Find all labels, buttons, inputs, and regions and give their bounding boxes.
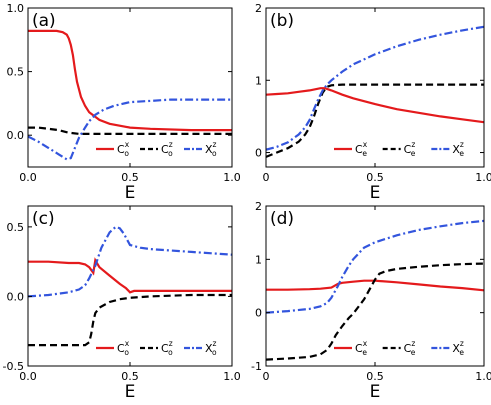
legend: Cx e Cz e Xz e [334, 339, 464, 357]
x-axis-label: E [125, 382, 136, 402]
x-tick-label: 0.5 [366, 370, 384, 383]
y-tick-label: 0 [255, 307, 262, 320]
legend-entry-label: Cz o [161, 140, 173, 158]
panel-a-cx-curve [28, 29, 232, 132]
legend-entry-label: Cx o [117, 339, 130, 357]
panel-label: (b) [270, 11, 294, 31]
y-tick-label: 2 [255, 2, 262, 15]
legend-entry-label: Xz e [452, 140, 464, 158]
y-tick-label: 0.0 [7, 129, 25, 142]
y-tick-label: -0.5 [3, 360, 24, 373]
y-tick-label: -1 [251, 360, 262, 373]
y-tick-label: 0.0 [7, 290, 25, 303]
y-tick-label: 1.0 [7, 2, 25, 15]
y-tick-label: 0.5 [7, 221, 25, 234]
x-tick-label: 0.0 [19, 370, 37, 383]
x-tick-label: 1.0 [223, 171, 241, 184]
legend-entry-label: Cz e [404, 339, 416, 357]
panel-c-frame [27, 205, 233, 367]
panel-b-xz-curve [266, 25, 484, 151]
panel-c-cx-curve [28, 257, 232, 294]
x-tick-label: 1.0 [223, 370, 241, 383]
y-tick-label: 2 [255, 200, 262, 213]
x-axis-label: E [370, 183, 381, 203]
panel-d-cz-curve [266, 262, 484, 361]
legend-entry-label: Cz o [161, 339, 173, 357]
y-tick-label: 1 [255, 74, 262, 87]
panel-d-xz-curve [266, 219, 484, 314]
panel-c-cz-curve [28, 293, 232, 347]
panel-c: 0.0 0.5 1.0-0.50.00.5E(c)Cx o Cz o Xz o [3, 205, 241, 402]
x-axis-label: E [370, 382, 381, 402]
x-tick-label: 0.5 [121, 171, 139, 184]
legend-entry-label: Xz e [452, 339, 464, 357]
panel-d-cx-curve [266, 279, 484, 292]
legend-entry-label: Cx e [355, 140, 368, 158]
y-tick-label: 1 [255, 253, 262, 266]
legend-entry-label: Cx e [355, 339, 368, 357]
x-tick-label: 0.5 [121, 370, 139, 383]
panel-label: (a) [32, 11, 56, 31]
y-tick-label: 0.5 [7, 66, 25, 79]
panel-label: (d) [270, 209, 294, 229]
legend-entry-label: Cz e [404, 140, 416, 158]
legend: Cx e Cz e Xz e [334, 140, 464, 158]
x-tick-label: 1.0 [475, 171, 491, 184]
legend: Cx o Cz o Xz o [96, 140, 217, 158]
panel-c-xz-curve [28, 225, 232, 298]
panel-a-xz-curve [28, 98, 232, 161]
x-axis-label: E [125, 183, 136, 203]
panel-b-cz-curve [266, 83, 484, 158]
panel-d-frame [265, 205, 485, 367]
x-tick-label: 0.5 [366, 171, 384, 184]
panel-a: 0.0 0.5 1.0 0.0 0.5 1.0 E (a) Cx o Cz o Xz o [7, 2, 241, 203]
panel-label: (c) [32, 209, 55, 229]
x-tick-label: 1.0 [475, 370, 491, 383]
y-tick-label: 0 [255, 147, 262, 160]
panel-b-cx-curve [266, 87, 484, 124]
legend: Cx o Cz o Xz o [96, 339, 217, 357]
panel-b: 0 0.5 1.0 0 1 2 E (b) Cx e Cz e Xz e [255, 2, 491, 203]
x-tick-label: 0 [263, 370, 270, 383]
legend-entry-label: Xz o [205, 140, 217, 158]
legend-entry-label: Xz o [205, 339, 217, 357]
panel-a-cz-curve [28, 126, 232, 135]
legend-entry-label: Cx o [117, 140, 130, 158]
x-tick-label: 0.0 [19, 171, 37, 184]
x-tick-label: 0 [263, 171, 270, 184]
